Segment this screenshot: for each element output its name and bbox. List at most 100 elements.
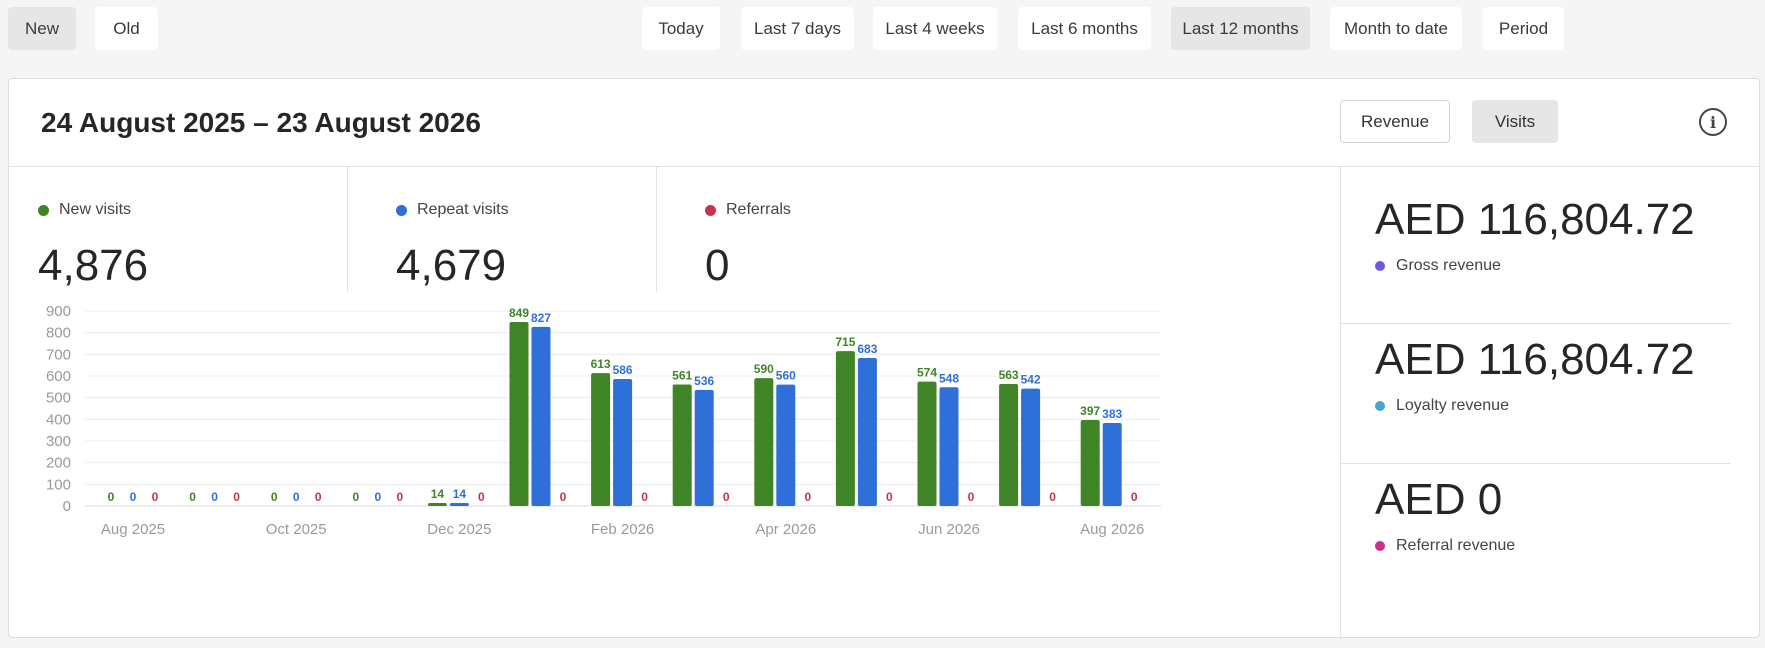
data-label: 827	[531, 311, 551, 325]
gross-revenue-dot	[1375, 261, 1385, 271]
card-header: 24 August 2025 – 23 August 2026 Revenue …	[9, 79, 1759, 167]
x-tick-label: Oct 2025	[266, 521, 327, 538]
bar-new-visits	[591, 373, 611, 506]
data-label: 0	[271, 490, 278, 504]
data-label: 0	[1131, 490, 1138, 504]
y-tick-label: 0	[63, 498, 71, 515]
bar-repeat-visits	[613, 379, 633, 506]
stat-label: Repeat visits	[417, 201, 509, 218]
revenue-label: Gross revenue	[1396, 257, 1501, 274]
data-label: 383	[1102, 407, 1122, 421]
y-tick-label: 100	[46, 476, 71, 493]
bar-new-visits	[427, 502, 447, 506]
data-label: 0	[211, 490, 218, 504]
data-label: 560	[776, 369, 796, 383]
x-tick-label: Apr 2026	[755, 521, 816, 538]
data-label: 0	[1049, 490, 1056, 504]
data-label: 397	[1080, 404, 1100, 418]
x-tick-label: Dec 2025	[427, 521, 491, 538]
y-tick-label: 700	[46, 346, 71, 363]
data-label: 0	[886, 490, 893, 504]
bar-repeat-visits	[449, 502, 469, 506]
loyalty-revenue-dot	[1375, 401, 1385, 411]
stat-value: 4,679	[396, 241, 507, 290]
bar-repeat-visits	[857, 358, 877, 506]
y-tick-label: 400	[46, 411, 71, 428]
data-label: 0	[723, 490, 730, 504]
bar-new-visits	[754, 378, 774, 506]
data-label: 613	[591, 357, 611, 371]
data-label: 849	[509, 306, 529, 320]
period-custom-button[interactable]: Period	[1483, 7, 1564, 50]
stat-new-visits: New visits 4,876	[38, 167, 348, 292]
bar-new-visits	[999, 384, 1019, 506]
revenue-amount: AED 0	[1375, 475, 1503, 524]
data-label: 0	[152, 490, 159, 504]
data-label: 715	[835, 335, 855, 349]
divider	[656, 167, 657, 292]
divider	[347, 167, 348, 292]
referrals-dot	[705, 204, 716, 216]
data-label: 536	[694, 374, 714, 388]
data-label: 0	[478, 490, 485, 504]
revenue-toggle-button[interactable]: Revenue	[1340, 100, 1450, 143]
period-last-12-months-button[interactable]: Last 12 months	[1171, 7, 1310, 50]
data-label: 0	[968, 490, 975, 504]
loyalty-revenue-block: AED 116,804.72 Loyalty revenue	[1341, 307, 1731, 464]
data-label: 574	[917, 366, 937, 380]
x-tick-label: Aug 2026	[1080, 521, 1144, 538]
bar-repeat-visits	[694, 389, 714, 506]
stat-referrals: Referrals 0	[705, 167, 1005, 292]
data-label: 14	[431, 487, 445, 501]
bar-repeat-visits	[776, 384, 796, 506]
visits-card: 24 August 2025 – 23 August 2026 Revenue …	[8, 78, 1761, 639]
data-label: 0	[315, 490, 322, 504]
data-label: 0	[396, 490, 403, 504]
period-today-button[interactable]: Today	[642, 7, 720, 50]
referral-revenue-block: AED 0 Referral revenue	[1341, 447, 1731, 604]
info-icon[interactable]: i	[1699, 108, 1727, 136]
revenue-label: Referral revenue	[1396, 537, 1516, 554]
referral-revenue-dot	[1375, 541, 1385, 551]
bar-repeat-visits	[1102, 423, 1122, 506]
y-tick-label: 600	[46, 368, 71, 385]
revenue-amount: AED 116,804.72	[1375, 195, 1695, 244]
stat-label: New visits	[59, 201, 132, 218]
data-label: 0	[233, 490, 240, 504]
period-month-to-date-button[interactable]: Month to date	[1330, 7, 1462, 50]
x-tick-label: Aug 2025	[101, 521, 165, 538]
period-last-6-months-button[interactable]: Last 6 months	[1018, 7, 1151, 50]
x-tick-label: Feb 2026	[591, 521, 654, 538]
bar-repeat-visits	[531, 326, 551, 506]
bar-new-visits	[835, 351, 855, 506]
stat-value: 4,876	[38, 241, 149, 290]
date-range-title: 24 August 2025 – 23 August 2026	[41, 107, 481, 138]
stat-value: 0	[705, 241, 730, 290]
bar-new-visits	[917, 381, 937, 506]
data-label: 0	[641, 490, 648, 504]
visits-toggle-button[interactable]: Visits	[1472, 100, 1558, 143]
stat-repeat-visits: Repeat visits 4,679	[396, 167, 696, 292]
data-label: 683	[857, 342, 877, 356]
data-label: 0	[374, 490, 381, 504]
data-label: 586	[613, 363, 633, 377]
y-tick-label: 500	[46, 390, 71, 407]
y-tick-label: 300	[46, 433, 71, 450]
bar-new-visits	[509, 322, 529, 506]
data-label: 561	[672, 368, 692, 382]
data-label: 0	[130, 490, 137, 504]
data-label: 542	[1021, 373, 1041, 387]
data-label: 0	[560, 490, 567, 504]
period-last-4-weeks-button[interactable]: Last 4 weeks	[873, 7, 997, 50]
new-button[interactable]: New	[8, 7, 76, 50]
old-button[interactable]: Old	[95, 7, 158, 50]
new-visits-dot	[38, 204, 49, 216]
stat-label: Referrals	[726, 201, 791, 218]
data-label: 563	[999, 368, 1019, 382]
revenue-panel: AED 116,804.72 Gross revenue AED 116,804…	[1340, 167, 1761, 639]
repeat-visits-dot	[396, 204, 407, 216]
gross-revenue-block: AED 116,804.72 Gross revenue	[1341, 167, 1731, 324]
visits-bar-chart: 0 100 200 300 400 500 600 700 800 900 0 0 0 Aug 2025 0…	[46, 303, 1161, 538]
revenue-label: Loyalty revenue	[1396, 397, 1509, 414]
period-last-7-days-button[interactable]: Last 7 days	[741, 7, 854, 50]
